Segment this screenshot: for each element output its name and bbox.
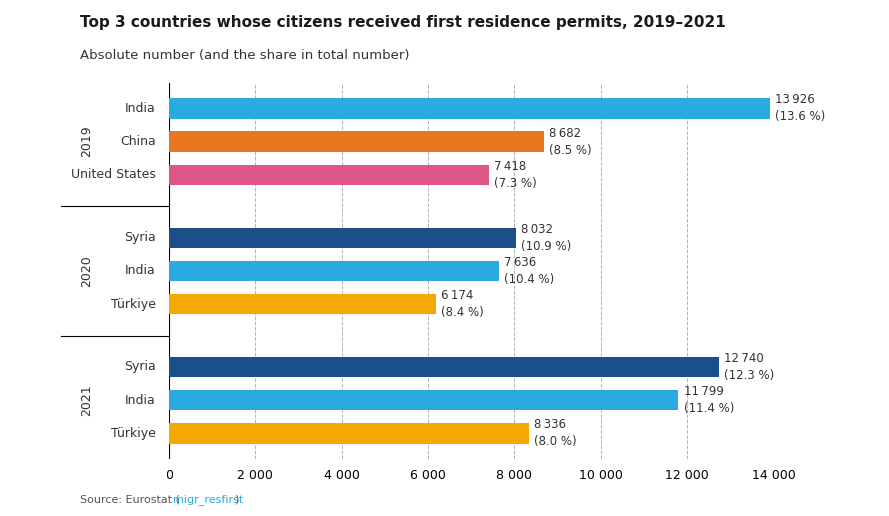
Text: India: India — [125, 102, 156, 115]
Bar — [169, 261, 499, 281]
Text: 2021: 2021 — [80, 384, 93, 416]
Text: 8 336
(8.0 %): 8 336 (8.0 %) — [534, 418, 577, 448]
Text: India: India — [125, 394, 156, 407]
Text: 2020: 2020 — [80, 255, 93, 287]
Bar — [169, 165, 489, 185]
Text: 12 740
(12.3 %): 12 740 (12.3 %) — [725, 352, 774, 382]
Bar — [169, 98, 770, 119]
Text: 2019: 2019 — [80, 126, 93, 157]
Text: 8 032
(10.9 %): 8 032 (10.9 %) — [521, 223, 571, 253]
Text: China: China — [120, 135, 156, 148]
Text: 8 682
(8.5 %): 8 682 (8.5 %) — [549, 126, 591, 157]
Text: India: India — [125, 264, 156, 278]
Text: 13 926
(13.6 %): 13 926 (13.6 %) — [775, 93, 826, 123]
Text: Source: Eurostat (: Source: Eurostat ( — [80, 495, 180, 505]
Bar — [169, 357, 719, 377]
Text: United States: United States — [71, 168, 156, 182]
Bar — [169, 423, 529, 444]
Text: Absolute number (and the share in total number): Absolute number (and the share in total … — [80, 49, 410, 62]
Text: Türkiye: Türkiye — [111, 427, 156, 440]
Text: 7 636
(10.4 %): 7 636 (10.4 %) — [504, 256, 554, 286]
Text: 7 418
(7.3 %): 7 418 (7.3 %) — [494, 160, 537, 190]
Text: 11 799
(11.4 %): 11 799 (11.4 %) — [684, 385, 734, 415]
Text: Türkiye: Türkiye — [111, 298, 156, 311]
Text: ): ) — [234, 495, 238, 505]
Text: Syria: Syria — [124, 360, 156, 374]
Bar — [169, 294, 436, 314]
Text: Top 3 countries whose citizens received first residence permits, 2019–2021: Top 3 countries whose citizens received … — [80, 15, 725, 30]
Text: 6 174
(8.4 %): 6 174 (8.4 %) — [441, 289, 484, 319]
Bar — [169, 390, 678, 410]
Bar — [169, 228, 516, 248]
Text: migr_resfirst: migr_resfirst — [173, 494, 244, 505]
Bar — [169, 132, 544, 152]
Text: Syria: Syria — [124, 231, 156, 244]
